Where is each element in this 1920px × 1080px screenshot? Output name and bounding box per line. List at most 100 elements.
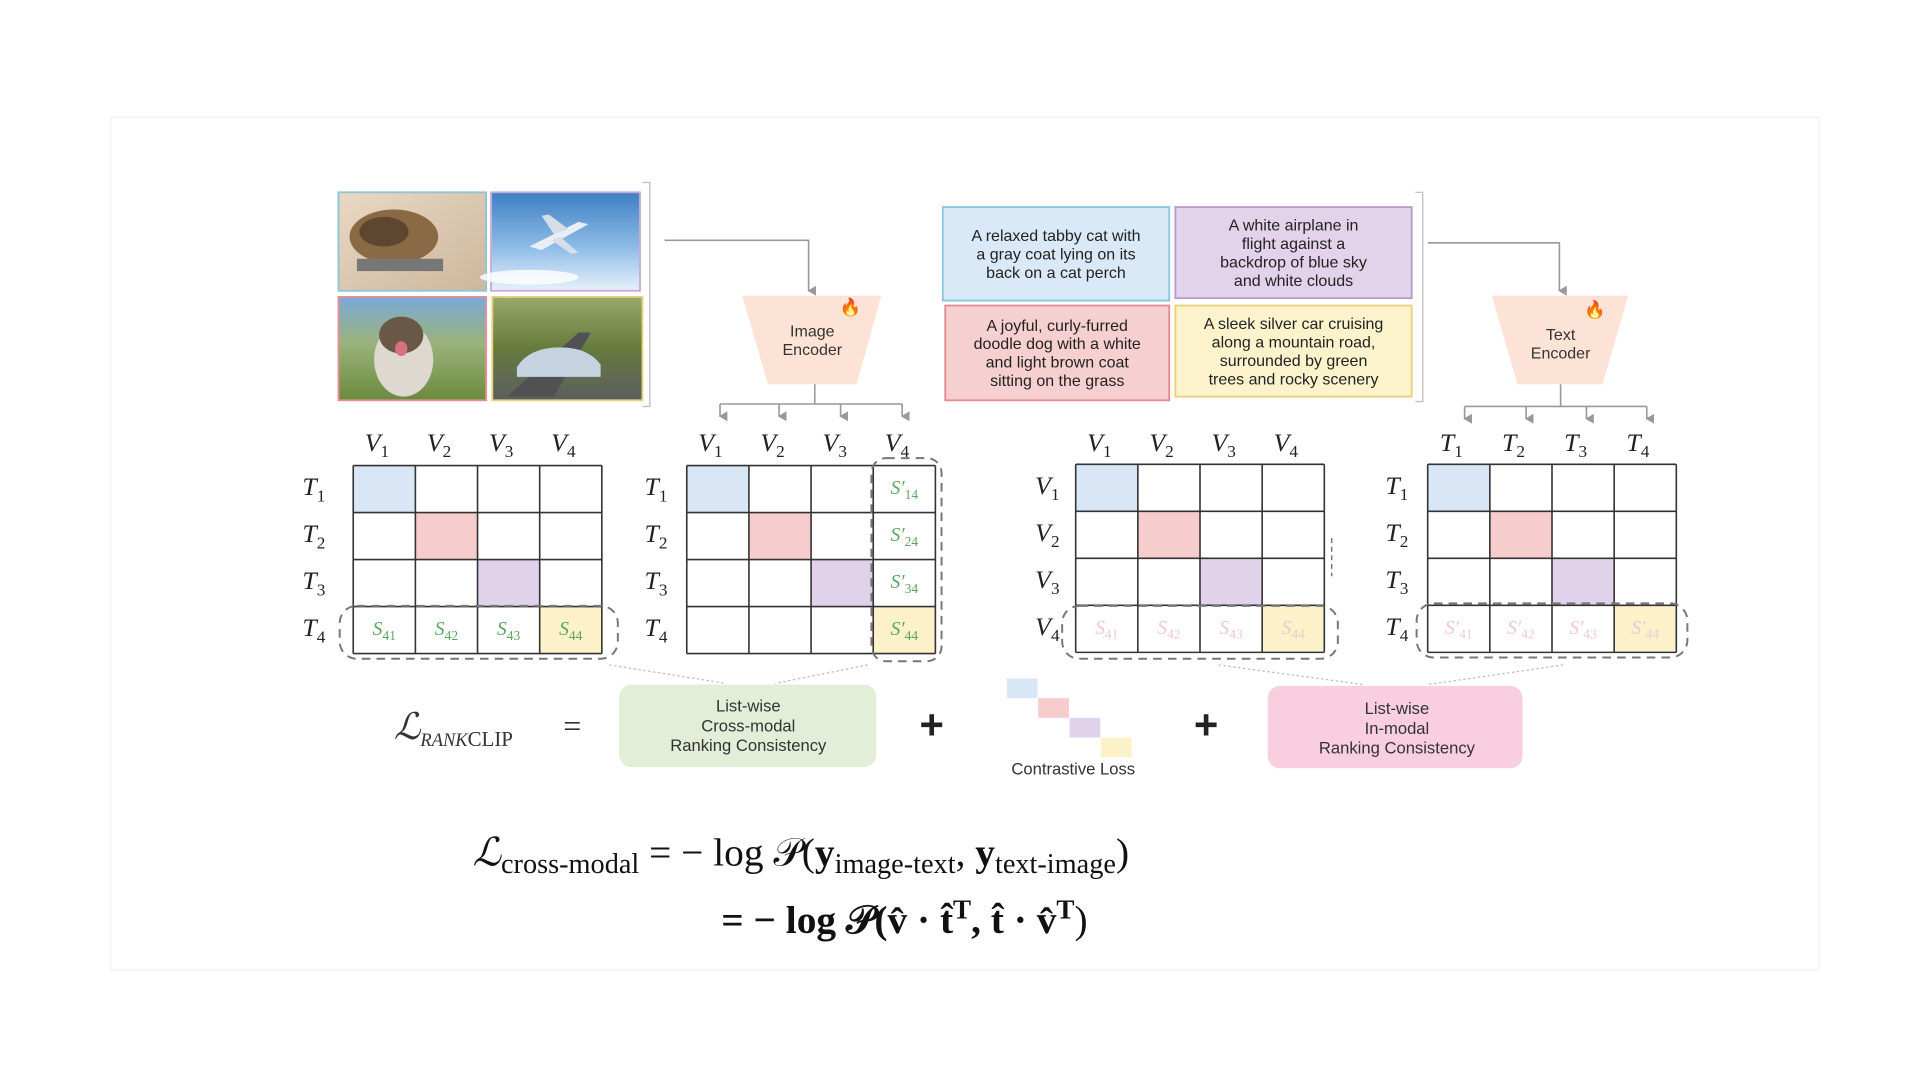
flame-icon: 🔥 (840, 297, 861, 317)
row-highlight (338, 604, 619, 660)
contrastive-square (1006, 678, 1038, 699)
diagonal-cell (1489, 511, 1552, 559)
score-value: S42 (435, 618, 459, 643)
similarity-matrix: T1 T2 T3 T4 T1 T2 T3 T4 S′41 S′42 S′43 S′44 (1385, 428, 1678, 654)
column-label: V3 (823, 428, 847, 461)
column-label: V3 (1211, 428, 1235, 461)
photo-grid (337, 191, 644, 402)
caption-line: trees and rocky scenery (1209, 371, 1379, 388)
column-label: V1 (365, 428, 389, 461)
row-label: T4 (302, 613, 325, 646)
column-label: V4 (551, 428, 576, 461)
score-value: S43 (497, 618, 521, 643)
cross-modal-box: List-wise Cross-modal Ranking Consistenc… (619, 684, 877, 768)
contrastive-square (1038, 698, 1069, 718)
column-label: V2 (760, 428, 784, 461)
score-value: S′44 (890, 618, 918, 643)
diagonal-cell (353, 465, 416, 513)
similarity-matrices: V1 V2 V3 V4 T1 T2 T3 T4 S41 S42 S43 S44 V1 V2 V3 V4 T1 T2… (302, 428, 1678, 655)
similarity-matrix: V1 V2 V3 V4 T1 T2 T3 T4 S′14 S′24 S′34 S′44 (645, 428, 937, 655)
diagonal-cell (748, 512, 812, 560)
in-modal-box: List-wise In-modal Ranking Consistency (1267, 685, 1523, 769)
box-line: List-wise (1365, 699, 1430, 718)
diagonal-cell (873, 606, 936, 654)
caption-line: surrounded by green (1220, 353, 1368, 370)
encoder-label: Encoder (783, 342, 843, 359)
box-line: In-modal (1365, 719, 1430, 738)
caption-line: sitting on the grass (990, 373, 1124, 390)
score-value: S41 (373, 618, 396, 643)
score-value: S42 (1157, 617, 1181, 642)
caption-line: and white clouds (1234, 273, 1353, 290)
contrastive-loss-label: Contrastive Loss (1011, 759, 1135, 778)
score-value: S′14 (890, 477, 918, 502)
contrastive-loss-icon (1006, 678, 1132, 758)
plus-sign: + (919, 701, 943, 748)
column-label: V1 (698, 428, 722, 461)
column-label: V4 (1274, 428, 1299, 461)
column-label: V2 (427, 428, 451, 461)
row-label: V4 (1035, 612, 1060, 645)
column-label: V4 (885, 428, 910, 461)
caption-line: A sleek silver car cruising (1204, 316, 1384, 333)
score-value: S′24 (890, 524, 918, 549)
column-label: V2 (1149, 428, 1173, 461)
row-highlight (1061, 604, 1339, 660)
row-label: T3 (645, 566, 668, 599)
row-label: T4 (645, 613, 668, 646)
score-value: S′43 (1569, 617, 1597, 642)
encoder-label: Image (790, 323, 835, 340)
image-encoder: 🔥 Image Encoder (742, 295, 882, 385)
box-line: List-wise (716, 697, 781, 716)
flame-icon: 🔥 (1584, 299, 1605, 319)
column-label: V1 (1087, 428, 1111, 461)
diagonal-cell (477, 559, 540, 607)
row-label: T3 (1385, 565, 1408, 598)
column-label: V3 (489, 428, 513, 461)
svg-text:ℒRANKCLIP: ℒRANKCLIP (394, 706, 513, 751)
column-label: T1 (1440, 428, 1463, 461)
score-value: S′44 (1631, 617, 1659, 642)
column-label: T3 (1564, 428, 1587, 461)
row-label: T1 (1385, 471, 1408, 504)
airplane-photo (480, 191, 641, 292)
score-value: S43 (1219, 617, 1243, 642)
captions-bracket (1415, 191, 1424, 403)
contrastive-square (1100, 737, 1132, 758)
captions-to-encoder-arrow (1427, 241, 1567, 296)
caption-line: backdrop of blue sky (1220, 254, 1367, 271)
loss-subscript: RANK (419, 730, 469, 750)
caption-line: a gray coat lying on its (976, 246, 1135, 263)
caption-line: back on a cat perch (986, 265, 1126, 282)
column-highlight (870, 457, 943, 663)
diagonal-cell (1200, 558, 1263, 606)
text-encoder-outputs (1463, 384, 1655, 424)
caption-line: and light brown coat (986, 355, 1130, 372)
row-label: T1 (302, 472, 325, 505)
score-value: S′41 (1445, 617, 1473, 642)
row-label: T4 (1385, 612, 1408, 645)
box-line: Ranking Consistency (670, 736, 827, 755)
score-value: S′34 (890, 571, 918, 596)
encoder-label: Text (1546, 327, 1576, 344)
cat-photo (337, 191, 488, 292)
score-value: S′42 (1507, 617, 1535, 642)
row-label: V1 (1035, 471, 1059, 504)
score-value: S44 (559, 618, 583, 643)
caption-line: along a mountain road, (1212, 334, 1376, 351)
score-value: S41 (1095, 617, 1118, 642)
plus-sign: + (1194, 701, 1218, 748)
connector-lines (609, 664, 1564, 686)
equation-line-2: = − log 𝒫(v̂ · t̂T, t̂ · v̂T) (721, 894, 1087, 942)
row-highlight (1415, 602, 1689, 659)
caption-line: doodle dog with a white (974, 336, 1141, 353)
row-label: V3 (1035, 565, 1059, 598)
equation-line-1: ℒcross-modal = − log 𝒫(yimage-text, ytext… (473, 831, 1129, 880)
contrastive-square (1069, 717, 1101, 738)
caption-box: A white airplane in flight against abackd… (1174, 206, 1413, 300)
box-line: Cross-modal (701, 716, 795, 735)
row-label: T1 (645, 472, 668, 505)
images-bracket (642, 181, 651, 408)
